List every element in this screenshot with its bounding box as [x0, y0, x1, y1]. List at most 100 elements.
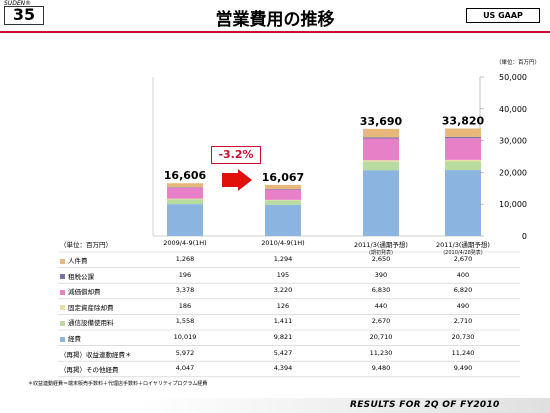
y-tick-label: 20,000: [499, 168, 527, 177]
table-cell: 440: [374, 301, 388, 310]
table-column-header: 2011/3(通期予想) (期初発表): [341, 239, 421, 256]
table-cell: 4,394: [273, 364, 293, 373]
column-header-label: 2010/4-9(1H): [261, 239, 305, 247]
table-row-label: 租税公課: [60, 271, 94, 281]
table-row-label: 経費: [60, 333, 81, 343]
column-header-note: (期初発表): [369, 250, 393, 256]
y-tick-label: 30,000: [499, 137, 527, 146]
table-cell: 20,710: [369, 333, 393, 341]
table-row-label: （再掲）収益連動経費＊: [60, 350, 132, 359]
header-divider: [0, 31, 550, 33]
table-cell: 9,490: [453, 364, 473, 373]
table-row-label: 人件費: [60, 255, 88, 265]
table-cell: 1,268: [175, 255, 195, 263]
table-cell: 10,019: [173, 333, 197, 341]
bar-segment: [167, 187, 203, 199]
table-cell: 11,230: [369, 348, 393, 357]
table-row-label: 減価償却費: [60, 286, 101, 296]
table-cell: 3,220: [273, 286, 293, 295]
table-row-label: 固定資産除却費: [60, 302, 114, 312]
table-cell: 1,294: [273, 255, 293, 263]
table-cell: 11,240: [451, 348, 475, 357]
table-cell: 490: [456, 301, 470, 310]
footer-text: RESULTS FOR 2Q OF FY2010: [350, 400, 500, 410]
bar-segment: [363, 138, 399, 161]
table-column-header: 2010/4-9(1H): [243, 239, 323, 247]
y-tick-label: 0: [522, 232, 527, 241]
bar-total-label: 33,820: [442, 114, 485, 127]
table-row-label: （再掲）その他経費: [60, 366, 119, 375]
legend-swatch: [60, 305, 65, 311]
bar-total-label: 33,690: [360, 115, 403, 128]
table-cell: 1,558: [175, 317, 195, 326]
bar-segment: [167, 183, 203, 188]
bar-total-label: 16,067: [262, 171, 304, 184]
bar-segment: [445, 170, 481, 236]
table-cell: 9,480: [371, 364, 391, 373]
table-cell: 6,830: [371, 286, 391, 295]
table-cell: 5,972: [175, 348, 195, 357]
table-cell: 196: [178, 270, 192, 279]
legend-swatch: [60, 258, 65, 264]
legend-swatch: [60, 289, 65, 295]
bar-segment: [445, 159, 481, 162]
table-cell: 2,670: [371, 317, 391, 326]
bar-segment: [265, 189, 301, 190]
bar-segment: [167, 198, 203, 200]
bar-segment: [445, 128, 481, 137]
table-unit-label: （単位：百万円）: [60, 241, 112, 249]
table-cell: 390: [374, 270, 388, 279]
table-cell: 20,730: [451, 333, 475, 341]
page-title: 営業費用の推移: [215, 10, 335, 30]
bar-segment: [445, 138, 481, 160]
table-cell: 1,411: [273, 317, 293, 326]
table-cell: 2,710: [453, 317, 473, 326]
bar-segment: [265, 184, 301, 190]
footer-band: [140, 398, 550, 413]
bar-segment: [363, 161, 399, 171]
accounting-standard-badge: US GAAP: [466, 8, 540, 23]
legend-swatch: [60, 336, 65, 342]
column-header-label: 2011/3(通期予想): [436, 241, 490, 249]
table-cell: 9,821: [273, 333, 293, 341]
table-cell: 2,650: [371, 255, 391, 263]
bar-segment: [445, 161, 481, 171]
legend-swatch: [60, 274, 65, 280]
table-cell: 6,820: [453, 286, 473, 295]
bar-segment: [445, 136, 481, 139]
bar-segment: [363, 137, 399, 139]
table-cell: 2,670: [453, 255, 473, 263]
bar-segment: [167, 204, 203, 236]
bar-segment: [265, 204, 301, 236]
table-cell: 400: [456, 270, 470, 279]
y-tick-label: 10,000: [499, 200, 527, 209]
table-cell: 3,378: [175, 286, 195, 295]
company-label: SUDEN®: [4, 0, 32, 7]
table-column-header: 2009/4-9(1H): [145, 239, 225, 247]
decrease-arrow: [222, 169, 252, 191]
footnote: ＊収益連動経費＝端末販売手数料＋代理店手数料＋ロイヤリティプログラム経費: [28, 381, 208, 387]
table-column-header: 2011/3(通期予想) (2010/4/28発表): [423, 239, 503, 256]
table-cell: 4,047: [175, 364, 195, 373]
column-header-label: 2011/3(通期予想): [354, 241, 408, 249]
y-tick-label: 40,000: [499, 105, 527, 114]
bar-segment: [265, 200, 301, 205]
bar-segment: [363, 128, 399, 138]
legend-swatch: [60, 320, 65, 326]
table-cell: 126: [276, 301, 290, 310]
column-header-note: (2010/4/28発表): [443, 250, 483, 256]
table-row-label: 通信設備使用料: [60, 317, 114, 327]
bar-segment: [265, 189, 301, 200]
change-percent-label: -3.2%: [211, 146, 261, 164]
bar-segment: [363, 170, 399, 236]
y-tick-label: 50,000: [499, 73, 527, 82]
table-cell: 5,427: [273, 348, 293, 357]
bar-segment: [167, 199, 203, 205]
chart-unit-note: （単位：百万円）: [496, 60, 541, 66]
table-cell: 186: [178, 301, 192, 310]
bar-segment: [363, 160, 399, 162]
column-header-label: 2009/4-9(1H): [163, 239, 207, 247]
slide-number: 35: [4, 6, 44, 25]
